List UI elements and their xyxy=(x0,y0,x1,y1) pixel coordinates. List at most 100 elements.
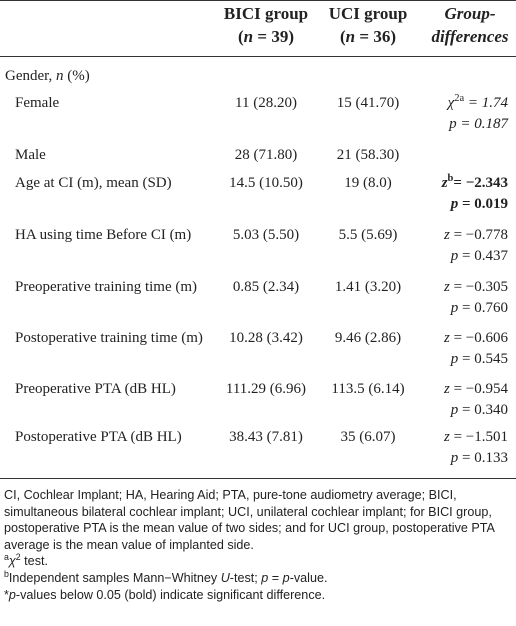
text-run: U xyxy=(220,570,230,585)
text-run: p xyxy=(450,450,459,466)
cell: 15 (41.70) xyxy=(336,95,400,111)
text-run: Independent samples Mann−Whitney xyxy=(8,570,221,585)
text-run: HA using time Before CI (m) xyxy=(15,227,192,243)
text-run: χ xyxy=(8,554,16,569)
row-label: Postoperative training time (m) xyxy=(15,328,203,349)
text-run: Preoperative training time (m) xyxy=(15,279,198,295)
text-run: n xyxy=(345,27,356,46)
header-cell: Group- xyxy=(390,3,516,24)
text-run: -test; xyxy=(229,570,262,585)
cell: 9.46 (2.86) xyxy=(334,330,402,346)
text-run: test. xyxy=(20,554,48,569)
row-label: Preoperative PTA (dB HL) xyxy=(15,379,176,400)
text-run: z xyxy=(443,381,450,397)
footnotes: CI, Cochlear Implant; HA, Hearing Aid; P… xyxy=(4,487,512,603)
text-run: = −0.778 xyxy=(449,227,508,243)
text-run: = 0.340 xyxy=(458,402,508,418)
diff-cell: χ2a = 1.74 xyxy=(448,93,508,114)
row-label: Postoperative PTA (dB HL) xyxy=(15,427,182,448)
row-label: Preoperative training time (m) xyxy=(15,277,197,298)
text-run: z xyxy=(443,330,450,346)
text-run: p xyxy=(450,196,459,212)
text-run: = 0.545 xyxy=(458,351,508,367)
header-rule xyxy=(0,56,516,57)
text-run: p xyxy=(8,587,16,602)
cell: 5.03 (5.50) xyxy=(232,227,300,243)
row-label: Female xyxy=(15,93,59,114)
bottom-rule xyxy=(0,478,516,479)
diff-cell: zb= −2.343 xyxy=(442,173,508,194)
footnote: bIndependent samples Mann−Whitney U-test… xyxy=(4,568,512,587)
text-run: = −0.305 xyxy=(449,279,508,295)
text-run: = −2.343 xyxy=(453,175,508,191)
header-cell: (n = 39) xyxy=(186,26,346,47)
text-run: = 36) xyxy=(355,27,396,46)
footnote: *p-values below 0.05 (bold) indicate sig… xyxy=(4,587,512,604)
text-run: p xyxy=(261,570,269,585)
text-run: ( xyxy=(238,27,244,46)
text-run: Postoperative training time (m) xyxy=(15,330,203,346)
cell: 28 (71.80) xyxy=(234,147,298,163)
text-run: = −1.501 xyxy=(449,429,508,445)
text-run: Male xyxy=(15,147,46,163)
text-run: CI, Cochlear Implant; HA, Hearing Aid; P… xyxy=(4,488,495,552)
cell: 11 (28.20) xyxy=(235,95,297,111)
text-run: -values below 0.05 (bold) indicate signi… xyxy=(15,587,326,602)
diff-cell: p = 0.437 xyxy=(451,246,508,267)
text-run: = 0.019 xyxy=(458,196,508,212)
text-run: differences xyxy=(431,27,509,46)
text-run: (%) xyxy=(63,68,90,84)
cell: 19 (8.0) xyxy=(344,175,392,191)
cell: 38.43 (7.81) xyxy=(229,429,303,445)
text-run: Postoperative PTA (dB HL) xyxy=(15,429,182,445)
text-run: Group- xyxy=(444,4,496,23)
text-run: = xyxy=(268,570,283,585)
text-run: n xyxy=(243,27,254,46)
text-run: UCI group xyxy=(328,4,408,23)
text-run: p xyxy=(450,248,459,264)
diff-cell: p = 0.019 xyxy=(451,194,508,215)
text-run: = 0.133 xyxy=(458,450,508,466)
diff-cell: z = −0.606 xyxy=(444,328,508,349)
cell: 0.85 (2.34) xyxy=(232,279,300,295)
text-run: * xyxy=(4,587,9,602)
cell: 1.41 (3.20) xyxy=(334,279,402,295)
cell: 5.5 (5.69) xyxy=(338,227,398,243)
diff-cell: z = −0.778 xyxy=(444,225,508,246)
diff-cell: p = 0.545 xyxy=(451,349,508,370)
text-run: p = 0.187 xyxy=(449,116,508,132)
cell: 21 (58.30) xyxy=(336,147,400,163)
cell: 10.28 (3.42) xyxy=(229,330,303,346)
row-label: Age at CI (m), mean (SD) xyxy=(15,173,172,194)
text-run: ( xyxy=(340,27,346,46)
text-run: Gender, xyxy=(5,68,57,84)
text-run: χ xyxy=(447,95,455,111)
text-run: z xyxy=(443,227,450,243)
cell: 113.5 (6.14) xyxy=(331,381,405,397)
text-run: a xyxy=(4,552,9,563)
text-run: p xyxy=(282,570,290,585)
header-cell: UCI group xyxy=(288,3,448,24)
footnote: aχ2 test. xyxy=(4,553,512,570)
header-cell: BICI group xyxy=(186,3,346,24)
text-run: 2 xyxy=(15,552,21,563)
text-run: p xyxy=(450,300,459,316)
text-run: = 0.437 xyxy=(458,248,508,264)
text-run: p xyxy=(450,351,459,367)
text-run: = 1.74 xyxy=(464,95,508,111)
header-cell: differences xyxy=(390,26,516,47)
diff-cell: z = −0.954 xyxy=(444,379,508,400)
cell: 111.29 (6.96) xyxy=(225,381,307,397)
diff-cell: p = 0.340 xyxy=(451,400,508,421)
text-run: = −0.606 xyxy=(449,330,508,346)
diff-cell: z = −0.305 xyxy=(444,277,508,298)
diff-cell: p = 0.187 xyxy=(449,114,508,135)
text-run: p xyxy=(450,402,459,418)
text-run: b xyxy=(4,568,9,579)
diff-cell: p = 0.760 xyxy=(451,298,508,319)
text-run: z xyxy=(441,175,448,191)
text-run: z xyxy=(443,429,450,445)
row-label: Gender, n (%) xyxy=(5,66,90,87)
text-run: b xyxy=(447,173,454,184)
